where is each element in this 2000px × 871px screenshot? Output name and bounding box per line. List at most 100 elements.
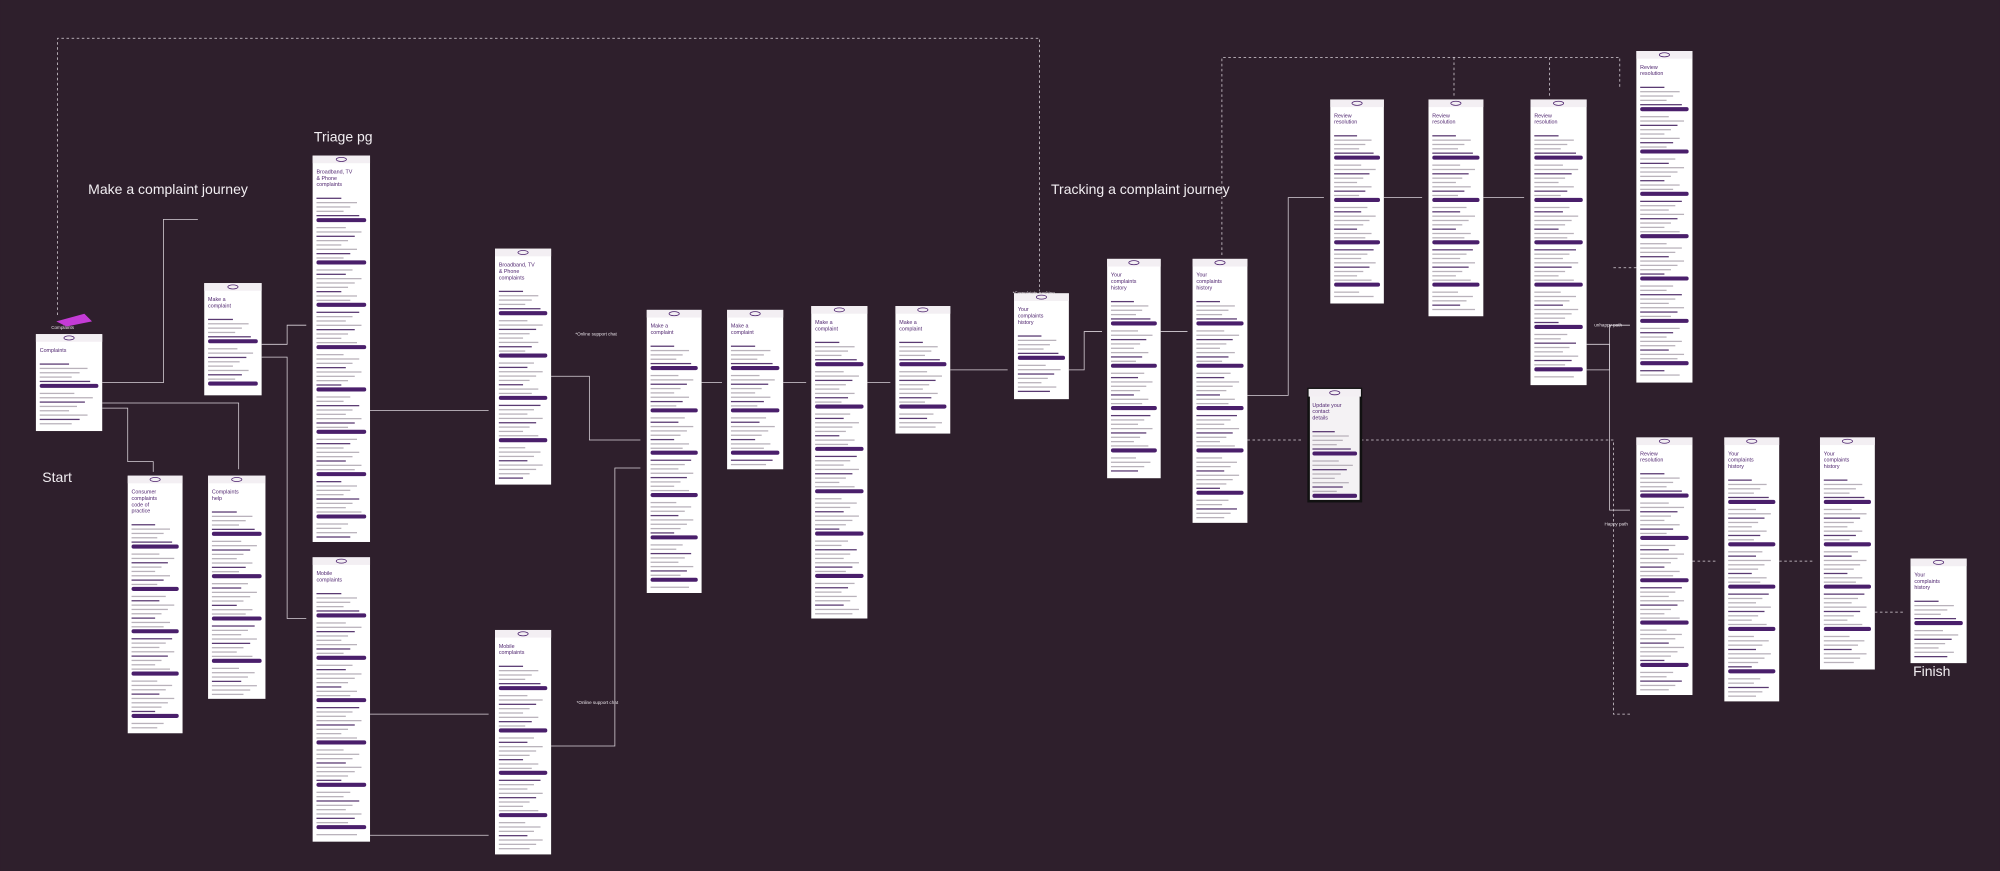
text-line: [815, 464, 844, 466]
button: [131, 671, 179, 676]
screen: Your complaints history: [1014, 293, 1069, 400]
button: [899, 404, 947, 409]
screen-title: Make a complaint: [208, 297, 231, 309]
text-line: [1728, 572, 1752, 575]
text-line: [1534, 177, 1566, 179]
text-line: [131, 528, 171, 530]
button: [1640, 191, 1689, 196]
text-line: [650, 374, 679, 377]
text-line: [650, 362, 692, 365]
connector: [1247, 197, 1324, 396]
text-line: [498, 797, 537, 799]
text-line: [131, 642, 166, 644]
text-line: [1334, 291, 1360, 293]
text-line: [1534, 228, 1559, 230]
text-line: [1534, 206, 1570, 209]
text-line: [650, 400, 683, 403]
button: [1334, 197, 1381, 203]
text-line: [1640, 549, 1669, 551]
text-line: [211, 638, 257, 640]
text-line: [1534, 143, 1568, 146]
text-line: [1728, 686, 1769, 689]
text-line: [1196, 330, 1225, 332]
text-line: [815, 553, 851, 555]
text-line: [899, 397, 932, 399]
text-line: [1640, 519, 1665, 522]
text-line: [650, 472, 694, 474]
screen-header: [204, 283, 262, 291]
text-line: [498, 350, 526, 352]
text-line: [650, 383, 687, 385]
text-line: [498, 371, 543, 373]
text-line: [815, 544, 842, 547]
text-line: [211, 549, 251, 551]
text-line: [316, 202, 357, 204]
text-line: [208, 374, 242, 376]
text-line: [498, 388, 539, 390]
text-line: [1728, 534, 1761, 537]
text-line: [316, 536, 351, 538]
text-line: [1640, 340, 1682, 343]
text-line: [211, 651, 237, 653]
text-line: [316, 329, 355, 331]
text-line: [1640, 162, 1669, 164]
text-line: [815, 439, 855, 441]
button: [1534, 282, 1583, 287]
text-line: [316, 311, 360, 313]
text-line: [316, 682, 349, 684]
text-line: [131, 664, 156, 666]
text-line: [498, 473, 530, 475]
text-line: [1640, 285, 1674, 287]
text-line: [211, 524, 239, 526]
text-line: [1640, 553, 1685, 555]
text-line: [131, 722, 164, 725]
text-line: [1196, 300, 1220, 303]
text-line: [815, 379, 853, 382]
text-line: [650, 405, 677, 407]
text-line: [1534, 266, 1572, 268]
text-line: [1640, 532, 1667, 535]
text-line: [1534, 215, 1579, 217]
text-line: [316, 451, 360, 453]
text-line: [1640, 370, 1665, 372]
screen: Complaints help: [208, 475, 266, 699]
text-line: [1312, 460, 1339, 462]
screen-frame: [1107, 258, 1161, 479]
text-line: [498, 320, 528, 322]
text-line: [1196, 313, 1223, 316]
button: [1312, 493, 1358, 498]
text-line: [1196, 360, 1223, 362]
text-line: [1196, 423, 1225, 425]
text-line: [1640, 218, 1678, 220]
text-line: [815, 371, 844, 373]
logo: [1351, 100, 1363, 106]
text-line: [1534, 164, 1563, 166]
text-line: [498, 362, 534, 364]
text-line: [1110, 376, 1139, 379]
button: [1534, 240, 1583, 245]
text-line: [316, 817, 355, 819]
text-line: [730, 396, 771, 398]
text-line: [1334, 181, 1358, 184]
text-line: [1640, 222, 1671, 224]
text-line: [1728, 513, 1771, 515]
text-line: [1640, 566, 1665, 568]
screen: Complaints: [35, 334, 103, 432]
text-line: [316, 502, 353, 504]
text-line: [498, 455, 534, 458]
text-line: [1334, 164, 1362, 166]
text-line: [316, 295, 357, 297]
text-line: [650, 532, 675, 534]
text-line: [39, 397, 93, 399]
text-line: [1640, 269, 1671, 271]
text-line: [1110, 398, 1149, 400]
text-line: [1017, 373, 1055, 375]
text-line: [1640, 349, 1669, 351]
text-line: [1534, 270, 1566, 273]
button: [1110, 406, 1157, 411]
button: [815, 446, 864, 451]
text-line: [316, 456, 353, 458]
screen-header: [1308, 388, 1361, 397]
text-line: [1196, 483, 1227, 485]
logo: [335, 156, 347, 162]
